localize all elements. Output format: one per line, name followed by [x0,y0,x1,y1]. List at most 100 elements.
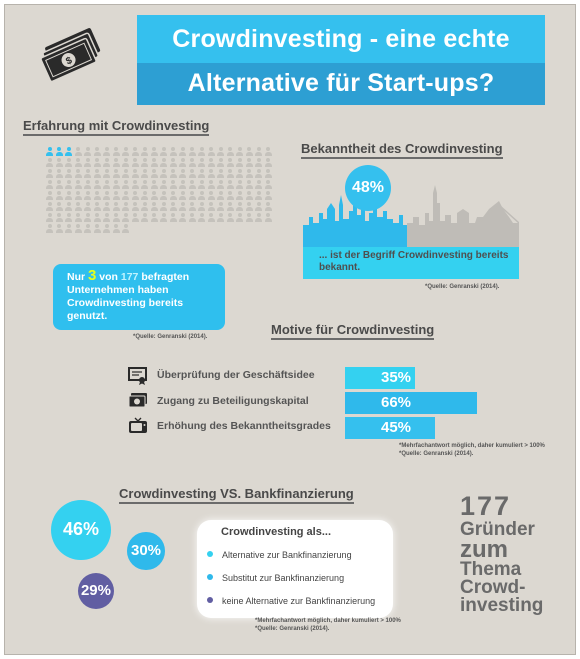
person-icon [169,158,177,167]
person-icon [65,224,72,233]
person-icon [245,191,253,200]
person-icon [84,213,91,222]
person-icon [264,191,272,200]
motive-note-1: *Mehrfachantwort möglich, daher kumulier… [399,443,545,449]
person-icon [188,147,196,156]
person-icon [264,158,272,167]
motive-bar-value-3: 45% [380,419,412,436]
person-icon [255,202,262,211]
person-icon [55,147,63,156]
person-icon [65,147,72,156]
vergleich-bubble-2: 30% [127,532,165,570]
person-icon [131,180,139,189]
person-icon [141,202,148,211]
person-icon [198,202,205,211]
person-icon [198,158,205,167]
person-icon [46,191,53,200]
person-icon [74,224,82,233]
person-icon [245,202,253,211]
person-icon [169,213,177,222]
person-icon [255,147,262,156]
person-icon [103,169,110,178]
person-icon [169,191,177,200]
person-icon [55,180,63,189]
legend-label-2: Substitut zur Bankfinanzierung [222,573,345,583]
person-icon [93,213,101,222]
person-icon [122,158,129,167]
person-icon [122,180,129,189]
person-icon [198,180,205,189]
person-icon [55,213,63,222]
person-icon [169,180,177,189]
person-icon [188,180,196,189]
person-icon [46,224,53,233]
person-icon [131,158,139,167]
vergleich-bubble-3: 29% [77,572,115,610]
bekanntheit-text: ... ist der Begriff Crowdinvesting berei… [303,247,519,279]
person-icon [46,213,53,222]
person-icon [141,158,148,167]
person-icon [179,180,186,189]
legend-dot-1 [207,551,213,557]
gruender-stat: 177 Gründer zum Thema Crowd- investing [460,491,560,615]
person-icon [264,213,272,222]
person-icon [122,169,129,178]
person-icon [226,191,234,200]
person-icon [255,191,262,200]
legend-label-3: keine Alternative zur Bankfinanzierung [222,596,376,606]
person-icon [112,213,120,222]
person-icon [188,158,196,167]
person-icon [150,180,158,189]
person-icon [103,202,110,211]
person-icon [150,169,158,178]
person-icon [103,180,110,189]
motive-bar-1: 35% [345,367,415,389]
person-icon [264,169,272,178]
person-icon [103,147,110,156]
bekanntheit-title: Bekanntheit des Crowdinvesting [301,141,503,159]
person-icon [245,147,253,156]
tv-icon [129,417,147,433]
person-icon [112,224,120,233]
person-icon [112,180,120,189]
vergleich-note: *Mehrfachantwort möglich, daher kumulier… [255,617,401,633]
person-icon [55,202,63,211]
legend-dot-2 [207,574,213,580]
person-icon [160,180,167,189]
person-icon [93,158,101,167]
person-icon [169,202,177,211]
person-icon [169,169,177,178]
person-icon [46,180,53,189]
person-icon [74,191,82,200]
person-icon [198,147,205,156]
person-icon [84,169,91,178]
person-icon [65,180,72,189]
person-icon [207,158,215,167]
money-stack-icon: $ [40,28,101,81]
legend-item-1: Alternative zur Bankfinanzierung [207,550,352,560]
person-icon [226,213,234,222]
person-icon [46,158,53,167]
person-icon [46,202,53,211]
person-icon [255,158,262,167]
person-icon [217,158,224,167]
infographic: $ Crowdinvesting - eine echte Alternativ… [4,4,576,655]
person-icon [179,169,186,178]
person-icon [122,224,129,233]
vergleich-bubble-1: 46% [51,500,111,560]
bekanntheit-percent-bubble: 48% [345,165,391,211]
person-icon [103,191,110,200]
title-banner-top: Crowdinvesting - eine echte [137,15,545,63]
gruender-line-3: Thema [460,559,522,580]
person-icon [207,169,215,178]
info-mid: von [99,271,118,283]
person-icon [207,213,215,222]
gruender-line-2: zum [460,536,508,563]
person-icon [84,224,91,233]
person-icon [65,169,72,178]
person-icon [141,169,148,178]
person-icon [188,191,196,200]
info-highlight-number: 3 [88,267,97,284]
person-icon [188,202,196,211]
title-banner-bottom: Alternative für Start-ups? [137,63,545,105]
